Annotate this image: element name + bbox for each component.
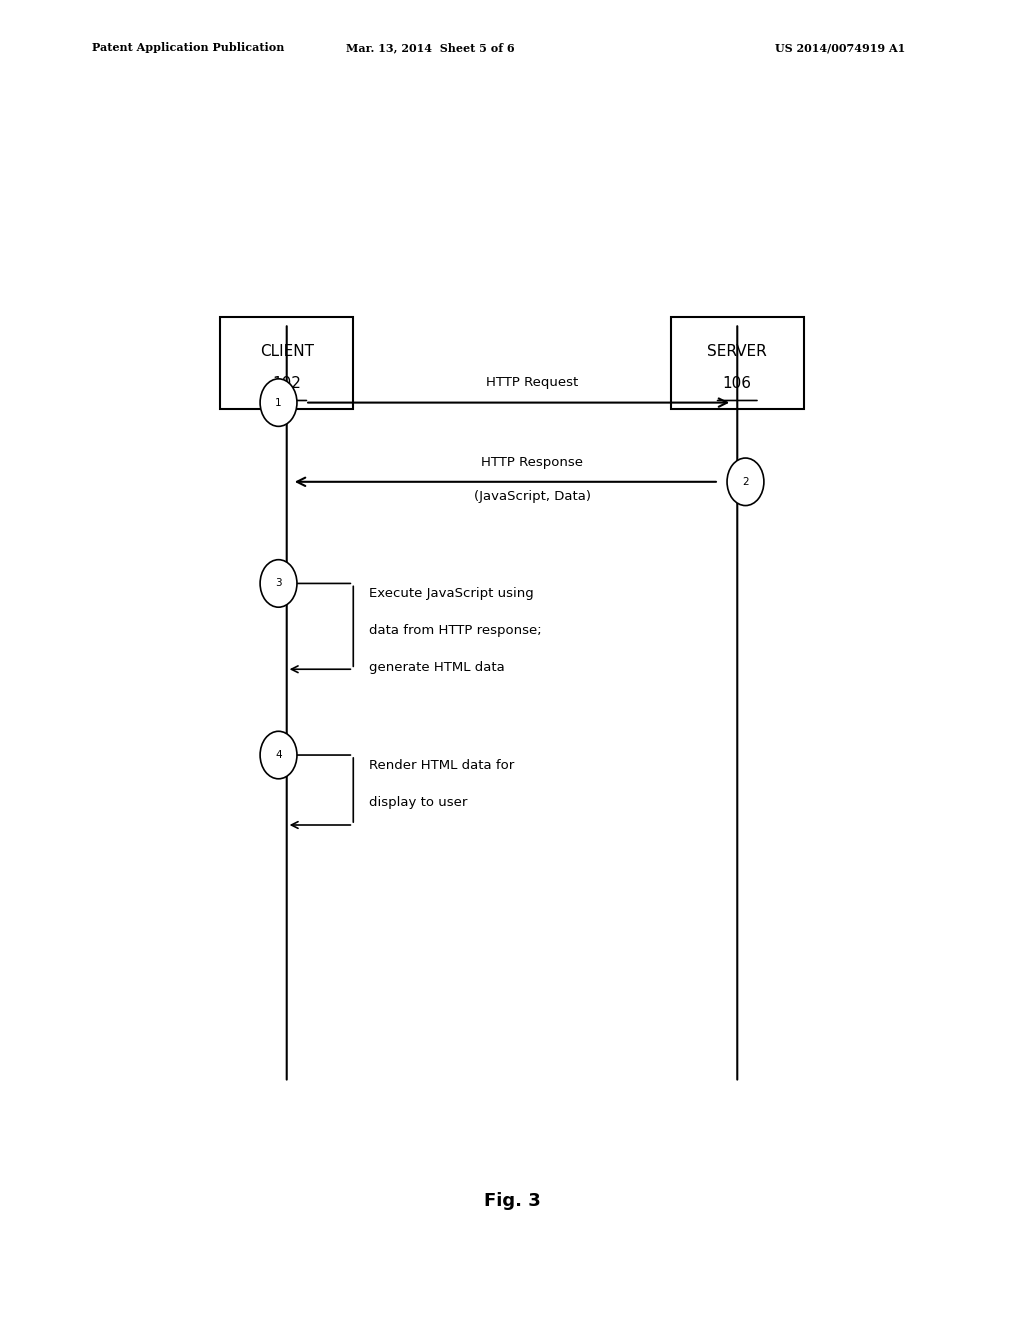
Circle shape xyxy=(727,458,764,506)
Text: 106: 106 xyxy=(723,376,752,391)
Text: Mar. 13, 2014  Sheet 5 of 6: Mar. 13, 2014 Sheet 5 of 6 xyxy=(346,42,514,53)
Text: HTTP Request: HTTP Request xyxy=(486,376,579,389)
Text: Patent Application Publication: Patent Application Publication xyxy=(92,42,285,53)
Text: display to user: display to user xyxy=(369,796,467,809)
Text: HTTP Response: HTTP Response xyxy=(481,455,584,469)
Text: 2: 2 xyxy=(742,477,749,487)
FancyBboxPatch shape xyxy=(220,317,353,409)
Text: 1: 1 xyxy=(275,397,282,408)
Text: 102: 102 xyxy=(272,376,301,391)
Text: Fig. 3: Fig. 3 xyxy=(483,1192,541,1210)
Text: SERVER: SERVER xyxy=(708,345,767,359)
Text: data from HTTP response;: data from HTTP response; xyxy=(369,624,542,638)
Circle shape xyxy=(260,379,297,426)
Text: 3: 3 xyxy=(275,578,282,589)
Text: Render HTML data for: Render HTML data for xyxy=(369,759,514,772)
Text: (JavaScript, Data): (JavaScript, Data) xyxy=(474,490,591,503)
Text: Execute JavaScript using: Execute JavaScript using xyxy=(369,587,534,601)
Circle shape xyxy=(260,731,297,779)
Text: US 2014/0074919 A1: US 2014/0074919 A1 xyxy=(774,42,905,53)
Circle shape xyxy=(260,560,297,607)
Text: 4: 4 xyxy=(275,750,282,760)
FancyBboxPatch shape xyxy=(671,317,804,409)
Text: generate HTML data: generate HTML data xyxy=(369,661,505,675)
Text: CLIENT: CLIENT xyxy=(260,345,313,359)
